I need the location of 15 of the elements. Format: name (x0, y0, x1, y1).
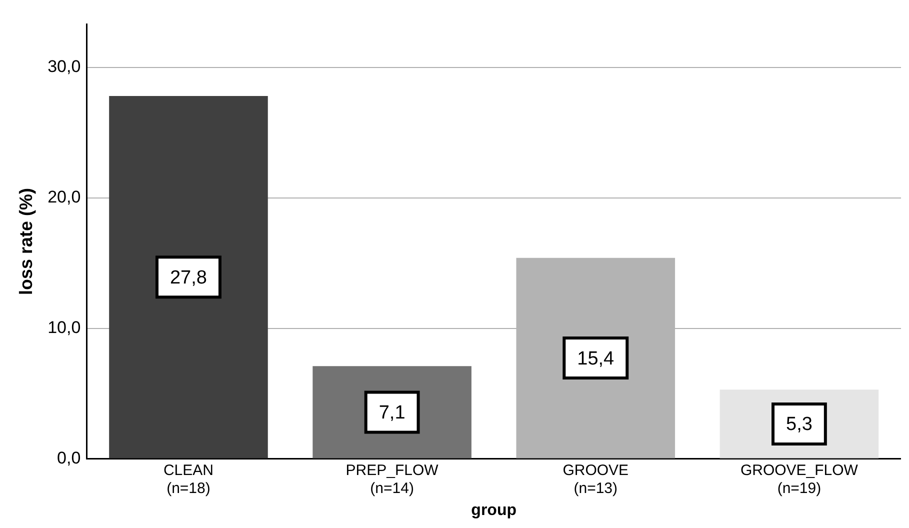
y-tick-label: 30,0 (48, 56, 81, 76)
data-label: 15,4 (577, 348, 615, 370)
y-tick-label: 10,0 (48, 318, 81, 337)
y-tick-label: 0,0 (57, 448, 81, 468)
data-label: 7,1 (378, 402, 406, 424)
bar (109, 96, 268, 458)
x-axis-title: group (471, 502, 517, 519)
y-axis-title: loss rate (%) (16, 188, 36, 296)
x-tick-label: GROOVE (n=13) (562, 462, 629, 497)
x-tick-label: GROOVE_FLOW (n=19) (740, 462, 859, 497)
x-tick-label: PREP_FLOW (n=14) (346, 462, 440, 497)
y-tick-label: 20,0 (48, 187, 81, 206)
data-label: 5,3 (786, 414, 812, 436)
data-label: 27,8 (170, 267, 207, 288)
x-tick-label: CLEAN (n=18) (163, 462, 214, 497)
